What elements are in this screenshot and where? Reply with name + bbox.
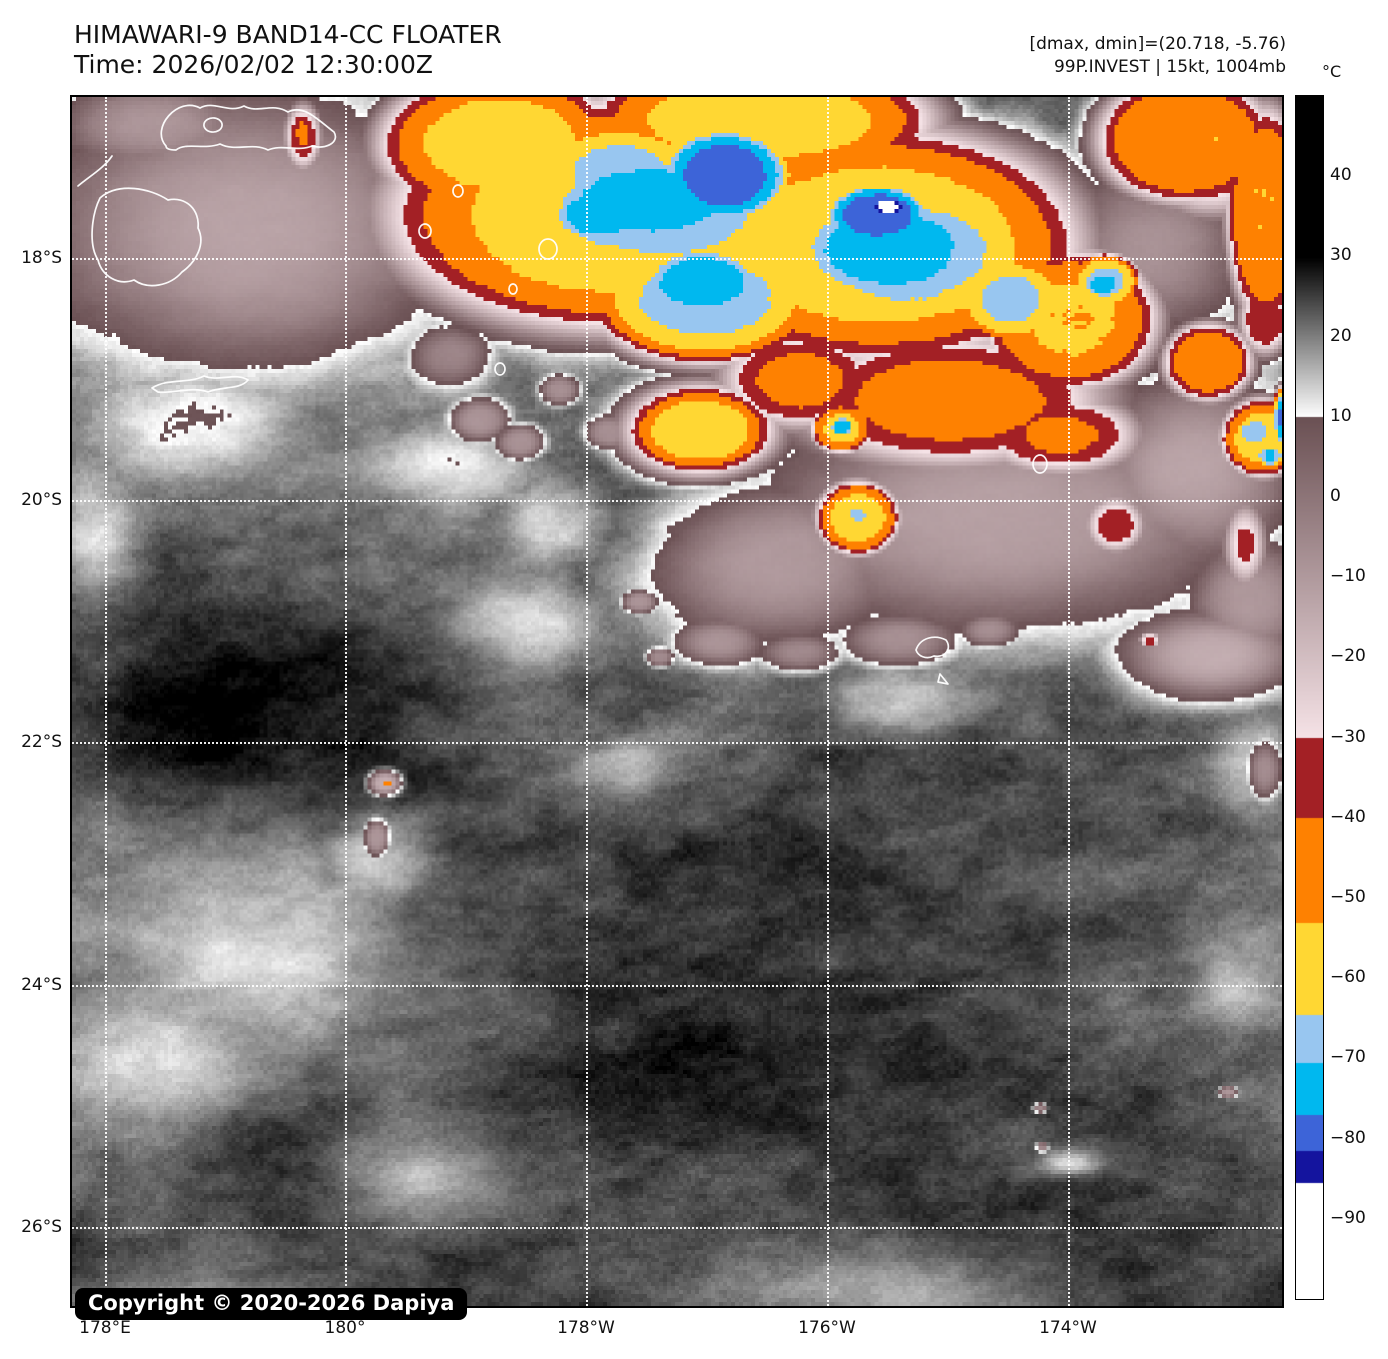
longitude-tick-label: 174°W — [1039, 1318, 1097, 1338]
colorbar-tick-label: −80 — [1330, 1127, 1366, 1148]
gridline-latitude — [72, 500, 1282, 502]
colorbar-tick-label: −40 — [1330, 806, 1366, 827]
gridline-latitude — [72, 258, 1282, 260]
latitude-tick-label: 20°S — [21, 490, 62, 510]
dmax-dmin-readout: [dmax, dmin]=(20.718, -5.76) — [1029, 34, 1286, 54]
colorbar-tick-label: −90 — [1330, 1207, 1366, 1228]
gridline-latitude — [72, 742, 1282, 744]
gridline-latitude — [72, 985, 1282, 987]
latitude-tick-label: 26°S — [21, 1217, 62, 1237]
gridline-longitude — [1068, 97, 1070, 1306]
copyright-badge: Copyright © 2020-2026 Dapiya — [75, 1288, 468, 1320]
colorbar-tick-label: −30 — [1330, 726, 1366, 747]
longitude-tick-label: 178°W — [557, 1318, 615, 1338]
colorbar-unit-label: °C — [1322, 62, 1342, 81]
gridline-longitude — [586, 97, 588, 1306]
colorbar-tick-label: −70 — [1330, 1047, 1366, 1068]
temperature-colorbar — [1295, 95, 1324, 1300]
info-block: [dmax, dmin]=(20.718, -5.76) 99P.INVEST … — [1029, 33, 1286, 79]
longitude-tick-label: 180° — [324, 1318, 366, 1338]
colorbar-tick-label: 20 — [1330, 325, 1352, 346]
storm-readout: 99P.INVEST | 15kt, 1004mb — [1053, 57, 1286, 77]
colorbar-tick-label: 30 — [1330, 245, 1352, 266]
colorbar-tick-label: −50 — [1330, 887, 1366, 907]
longitude-tick-label: 176°W — [798, 1318, 856, 1338]
colorbar-tick-label: 10 — [1330, 405, 1352, 426]
colorbar-tick-label: −60 — [1330, 967, 1366, 988]
colorbar-tick-label: −10 — [1330, 566, 1366, 587]
colorbar-tick-label: 40 — [1330, 165, 1352, 186]
latitude-tick-label: 24°S — [21, 975, 62, 995]
colorbar-tick-label: 0 — [1330, 486, 1341, 506]
satellite-map: Copyright © 2020-2026 Dapiya — [70, 95, 1284, 1320]
satellite-imagery-canvas — [72, 97, 1282, 1306]
gridline-latitude — [72, 1227, 1282, 1229]
gridline-longitude — [827, 97, 829, 1306]
gridline-longitude — [345, 97, 347, 1306]
colorbar-tick-label: −20 — [1330, 646, 1366, 667]
latitude-tick-label: 18°S — [21, 248, 62, 268]
gridline-longitude — [105, 97, 107, 1306]
timestamp: Time: 2026/02/02 12:30:00Z — [74, 50, 433, 79]
page-title: HIMAWARI-9 BAND14-CC FLOATER — [74, 20, 502, 49]
colorbar-gradient-canvas — [1296, 96, 1323, 1299]
longitude-tick-label: 178°E — [79, 1318, 131, 1338]
latitude-tick-label: 22°S — [21, 732, 62, 752]
